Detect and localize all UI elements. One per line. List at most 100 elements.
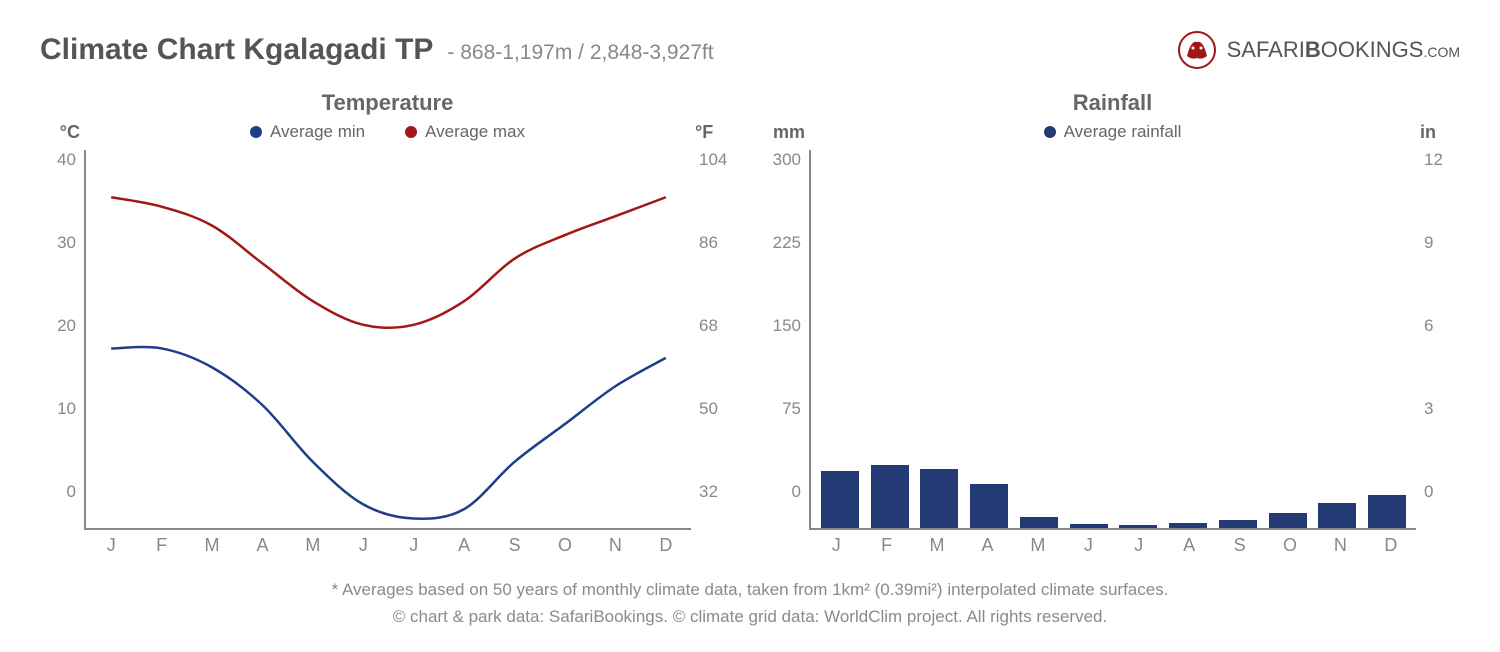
x-tick: A [439, 535, 489, 556]
rain-bar [1119, 525, 1157, 528]
y-tick: 40 [57, 150, 76, 170]
x-tick: D [641, 535, 691, 556]
logo-text: SAFARIBOOKINGS.COM [1227, 37, 1460, 63]
rain-y-left: mm 300225150750 [765, 150, 809, 530]
page-title: Climate Chart Kgalagadi TP [40, 33, 433, 67]
rainfall-legend: Average rainfall [765, 122, 1460, 142]
x-tick: M [912, 535, 962, 556]
legend-rain: Average rainfall [1044, 122, 1182, 142]
logo-afari: AFARI [1241, 37, 1305, 62]
y-tick: 32 [699, 482, 718, 502]
x-tick: F [136, 535, 186, 556]
y-tick: 75 [782, 399, 801, 419]
rainfall-panel: Rainfall Average rainfall mm 30022515075… [765, 90, 1460, 530]
x-tick: S [489, 535, 539, 556]
rain-plot: JFMAMJJASOND [809, 150, 1416, 530]
rain-bar [1219, 520, 1257, 528]
bar-slot [1362, 150, 1412, 528]
x-tick: M [187, 535, 237, 556]
y-tick: 6 [1424, 316, 1433, 336]
y-tick: 86 [699, 233, 718, 253]
logo-ookings: OOKINGS [1321, 37, 1424, 62]
logo: SAFARIBOOKINGS.COM [1175, 28, 1460, 72]
legend-max-label: Average max [425, 122, 525, 142]
title-block: Climate Chart Kgalagadi TP - 868-1,197m … [40, 33, 714, 67]
temperature-legend: Average min Average max [40, 122, 735, 142]
x-tick: M [288, 535, 338, 556]
x-tick: J [389, 535, 439, 556]
bar-slot [865, 150, 915, 528]
rain-bar [1070, 524, 1108, 528]
x-tick: A [237, 535, 287, 556]
x-tick: J [338, 535, 388, 556]
rainfall-body: mm 300225150750 JFMAMJJASOND in 129630 [765, 150, 1460, 530]
rain-bar [871, 465, 909, 528]
temperature-panel: Temperature Average min Average max °C 4… [40, 90, 735, 530]
y-tick: 104 [699, 150, 727, 170]
bar-slot [1114, 150, 1164, 528]
x-tick: A [1164, 535, 1214, 556]
legend-min: Average min [250, 122, 365, 142]
y-tick: 300 [773, 150, 801, 170]
x-tick: N [1315, 535, 1365, 556]
bar-slot [1313, 150, 1363, 528]
temp-y-right: °F 10486685032 [691, 150, 735, 530]
x-tick: D [1366, 535, 1416, 556]
y-tick: 20 [57, 316, 76, 336]
y-tick: 0 [792, 482, 801, 502]
y-tick: 225 [773, 233, 801, 253]
marker-min-icon [250, 126, 262, 138]
y-tick: 12 [1424, 150, 1443, 170]
temp-right-unit: °F [695, 122, 713, 143]
x-tick: J [86, 535, 136, 556]
logo-tld: .COM [1423, 44, 1460, 60]
x-tick: S [1214, 535, 1264, 556]
y-tick: 10 [57, 399, 76, 419]
x-tick: J [1063, 535, 1113, 556]
x-tick: F [861, 535, 911, 556]
y-tick: 68 [699, 316, 718, 336]
y-tick: 3 [1424, 399, 1433, 419]
bar-slot [1213, 150, 1263, 528]
x-tick: N [590, 535, 640, 556]
logo-b: B [1305, 37, 1321, 62]
rain-bar [1318, 503, 1356, 528]
logo-s: S [1227, 37, 1242, 62]
charts-row: Temperature Average min Average max °C 4… [40, 90, 1460, 530]
rainfall-title: Rainfall [765, 90, 1460, 116]
rain-bars [811, 150, 1416, 528]
marker-rain-icon [1044, 126, 1056, 138]
bar-slot [1263, 150, 1313, 528]
y-tick: 0 [1424, 482, 1433, 502]
rain-bar [1169, 523, 1207, 528]
x-tick: O [1265, 535, 1315, 556]
page-subtitle: - 868-1,197m / 2,848-3,927ft [447, 41, 713, 65]
rain-bar [1020, 517, 1058, 528]
y-tick: 150 [773, 316, 801, 336]
y-tick: 50 [699, 399, 718, 419]
legend-min-label: Average min [270, 122, 365, 142]
footer: * Averages based on 50 years of monthly … [40, 576, 1460, 630]
bar-slot [1163, 150, 1213, 528]
temperature-title: Temperature [40, 90, 735, 116]
temp-plot: JFMAMJJASOND [84, 150, 691, 530]
temp-y-left: °C 403020100 [40, 150, 84, 530]
legend-rain-label: Average rainfall [1064, 122, 1182, 142]
footer-line2: © chart & park data: SafariBookings. © c… [40, 603, 1460, 630]
x-tick: J [1114, 535, 1164, 556]
rain-bar [1368, 495, 1406, 528]
temp-min-line [111, 347, 666, 519]
lion-icon [1175, 28, 1219, 72]
header: Climate Chart Kgalagadi TP - 868-1,197m … [40, 28, 1460, 72]
legend-max: Average max [405, 122, 525, 142]
rain-bar [920, 469, 958, 528]
x-tick: A [962, 535, 1012, 556]
rain-y-right: in 129630 [1416, 150, 1460, 530]
bar-slot [1064, 150, 1114, 528]
rain-right-unit: in [1420, 122, 1436, 143]
y-tick: 30 [57, 233, 76, 253]
marker-max-icon [405, 126, 417, 138]
bar-slot [964, 150, 1014, 528]
rain-x-labels: JFMAMJJASOND [811, 535, 1416, 556]
x-tick: M [1013, 535, 1063, 556]
